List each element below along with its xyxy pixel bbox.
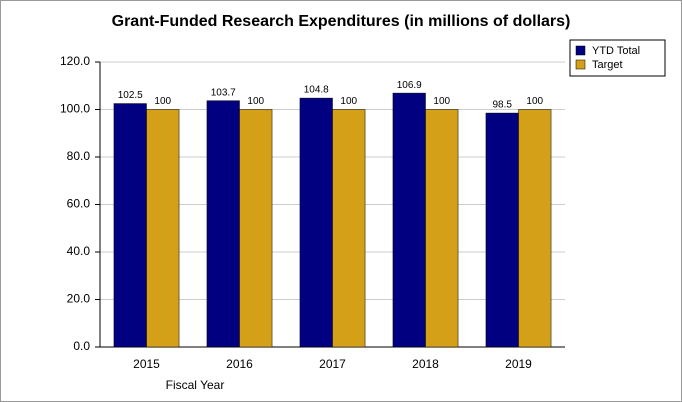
legend-box: [569, 39, 666, 77]
legend-swatch: [575, 45, 586, 56]
bar: [206, 100, 240, 348]
y-tick-label: 60.0: [67, 197, 91, 211]
x-tick-label: 2016: [226, 357, 253, 371]
y-tick-label: 100.0: [60, 102, 90, 116]
bar: [518, 109, 552, 348]
y-tick-label: 120.0: [60, 54, 90, 68]
y-tick-label: 0.0: [73, 339, 90, 353]
y-tick-label: 80.0: [67, 149, 91, 163]
value-label: 102.5: [118, 90, 143, 101]
value-label: 100: [340, 96, 357, 107]
bar: [299, 97, 333, 348]
x-tick-label: 2015: [133, 357, 160, 371]
bar: [239, 109, 273, 348]
x-tick-label: 2019: [505, 357, 532, 371]
bar: [392, 92, 426, 348]
y-tick-label: 20.0: [67, 292, 91, 306]
bar: [113, 103, 147, 348]
y-tick-label: 40.0: [67, 244, 91, 258]
value-label: 100: [526, 96, 543, 107]
bar: [146, 109, 180, 348]
x-tick-label: 2018: [412, 357, 439, 371]
x-axis-title: Fiscal Year: [166, 378, 225, 392]
bar: [425, 109, 459, 348]
legend-label: Target: [592, 59, 623, 71]
value-label: 103.7: [211, 87, 236, 98]
legend-swatch: [575, 59, 586, 70]
chart-title: Grant-Funded Research Expenditures (in m…: [112, 13, 571, 30]
x-tick-label: 2017: [319, 357, 346, 371]
bar: [332, 109, 366, 348]
value-label: 104.8: [304, 85, 329, 96]
value-label: 106.9: [397, 80, 422, 91]
legend-label: YTD Total: [592, 45, 640, 57]
value-label: 100: [433, 96, 450, 107]
value-label: 100: [247, 96, 264, 107]
value-label: 100: [154, 96, 171, 107]
bar: [485, 112, 519, 348]
value-label: 98.5: [492, 100, 512, 111]
